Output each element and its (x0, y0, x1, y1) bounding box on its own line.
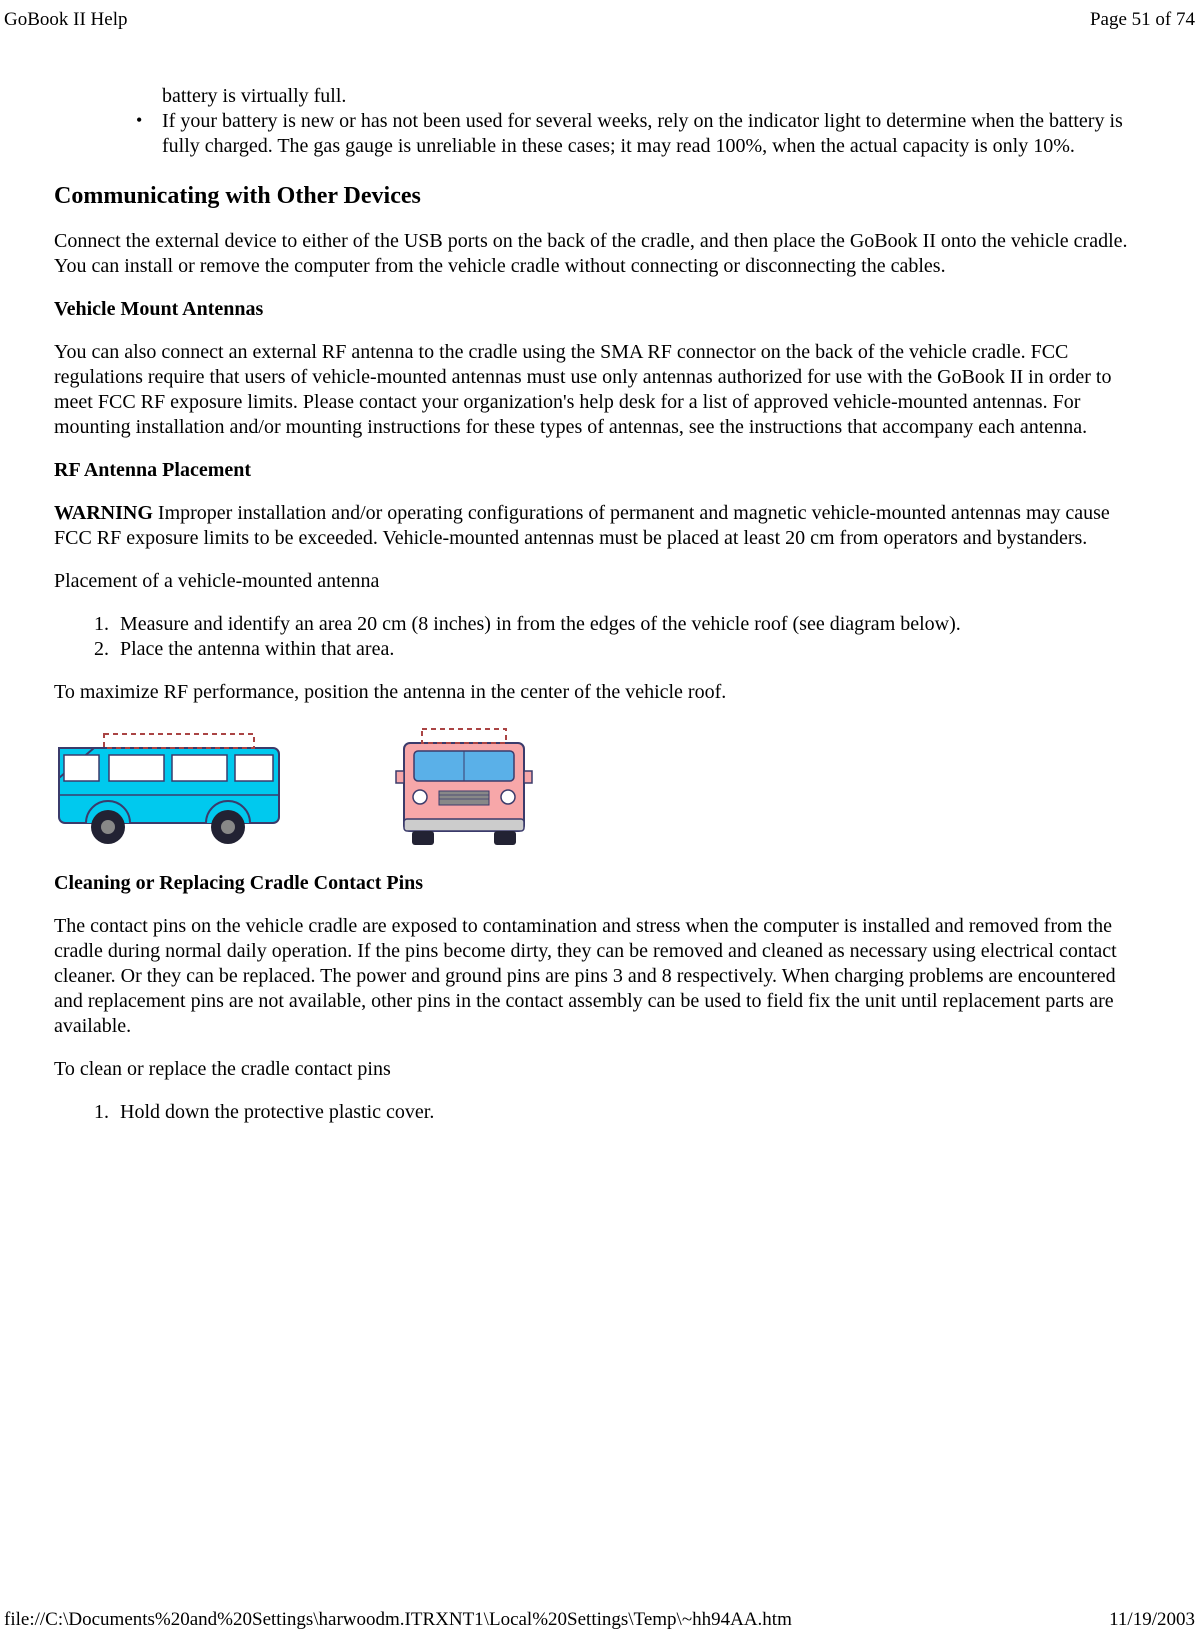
heading-cleaning-pins: Cleaning or Replacing Cradle Contact Pin… (54, 871, 1145, 896)
footer-file-path: file://C:\Documents%20and%20Settings\har… (4, 1608, 792, 1632)
heading-rf-placement: RF Antenna Placement (54, 458, 1145, 483)
van-side-diagram (54, 723, 284, 853)
para-vehicle-mount: You can also connect an external RF ante… (54, 340, 1145, 440)
heading-communicating: Communicating with Other Devices (54, 181, 1145, 211)
para-rf-warning: WARNING Improper installation and/or ope… (54, 501, 1145, 551)
para-communicating: Connect the external device to either of… (54, 229, 1145, 279)
clean-steps-list: Hold down the protective plastic cover. (54, 1100, 1145, 1125)
vehicle-diagram-row (54, 723, 1145, 853)
list-item: Hold down the protective plastic cover. (114, 1100, 1145, 1125)
bullet-item: If your battery is new or has not been u… (136, 109, 1145, 159)
page-header-title: GoBook II Help (4, 8, 127, 32)
placement-steps-list: Measure and identify an area 20 cm (8 in… (54, 612, 1145, 662)
para-maximize: To maximize RF performance, position the… (54, 680, 1145, 705)
para-cleaning-pins: The contact pins on the vehicle cradle a… (54, 914, 1145, 1039)
list-item: Measure and identify an area 20 cm (8 in… (114, 612, 1145, 637)
heading-vehicle-mount: Vehicle Mount Antennas (54, 297, 1145, 322)
bullet-fragment: battery is virtually full. (136, 84, 1145, 109)
warning-text: Improper installation and/or operating c… (54, 502, 1110, 549)
para-clean-intro: To clean or replace the cradle contact p… (54, 1057, 1145, 1082)
page-number: Page 51 of 74 (1090, 8, 1195, 32)
footer-date: 11/19/2003 (1109, 1608, 1195, 1632)
list-item: Place the antenna within that area. (114, 637, 1145, 662)
para-placement-intro: Placement of a vehicle-mounted antenna (54, 569, 1145, 594)
document-body: battery is virtually full. If your batte… (0, 0, 1199, 1125)
intro-bullet-block: battery is virtually full. If your batte… (136, 84, 1145, 159)
van-front-diagram (394, 723, 534, 853)
warning-label: WARNING (54, 502, 153, 524)
